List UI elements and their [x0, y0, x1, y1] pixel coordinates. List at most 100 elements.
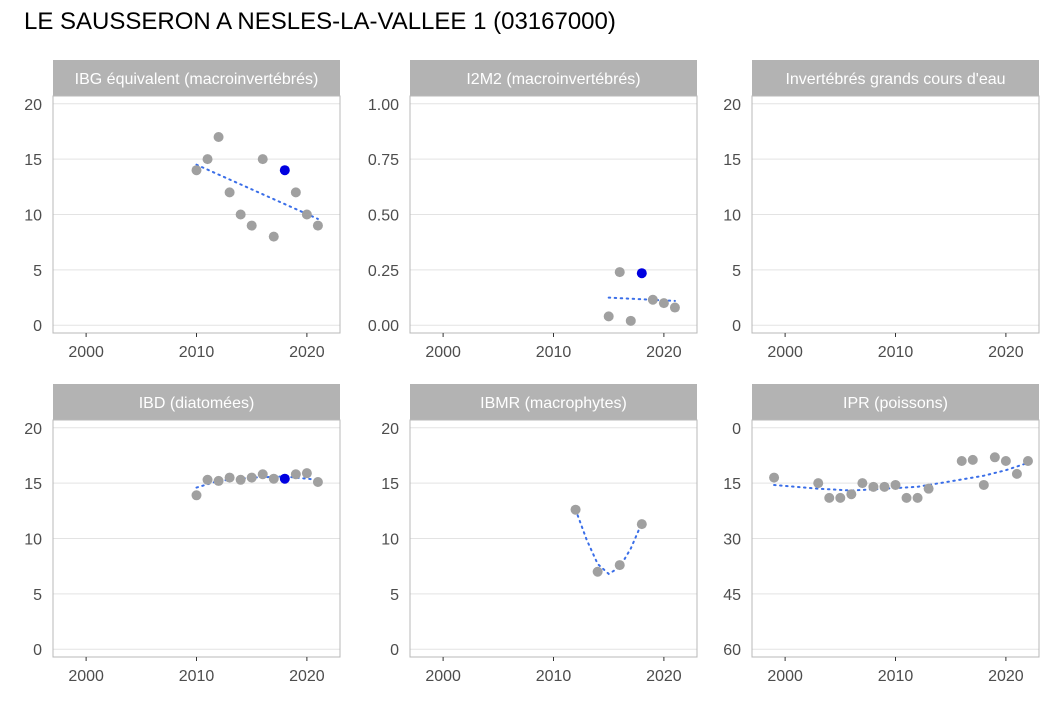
y-tick-label: 15	[24, 152, 42, 169]
data-point	[824, 492, 835, 503]
panel-strip	[53, 60, 340, 96]
x-tick-label: 2020	[646, 344, 682, 361]
x-tick-label: 2010	[878, 344, 914, 361]
x-tick-label: 2000	[425, 344, 461, 361]
data-point	[191, 165, 202, 176]
data-point	[1011, 468, 1022, 479]
data-point	[235, 474, 246, 485]
data-point	[636, 519, 647, 530]
data-point	[224, 472, 235, 483]
y-tick-label: 10	[381, 532, 399, 549]
panel-2: I2M2 (macroinvertébrés) 0.00 0.25 0.50 0.75 1…	[368, 60, 698, 361]
data-point	[769, 472, 780, 483]
highlight-point	[279, 165, 290, 176]
data-point	[191, 490, 202, 501]
data-point	[202, 154, 213, 165]
y-tick-label: 5	[732, 263, 741, 280]
data-point	[989, 452, 1000, 463]
y-tick-label: 20	[723, 97, 741, 114]
x-tick-label: 2020	[988, 668, 1024, 685]
panel-title: IBG équivalent (macroinvertébrés)	[75, 71, 319, 88]
panel-3: Invertébrés grands cours d'eau0510152020…	[723, 60, 1040, 361]
data-point	[813, 478, 824, 489]
data-point	[625, 315, 636, 326]
data-point	[290, 187, 301, 198]
data-point	[835, 492, 846, 503]
x-tick-label: 2010	[536, 344, 572, 361]
y-tick-label: 20	[24, 421, 42, 438]
y-tick-label: 15	[723, 476, 741, 493]
trend-line	[195, 163, 319, 220]
y-tick-label: 5	[33, 587, 42, 604]
y-tick-label: 5	[390, 587, 399, 604]
y-tick-label: 30	[723, 532, 741, 549]
panel-1: IBG équivalent (macroinvertébrés) 0 5 10 15 2…	[24, 60, 341, 361]
data-point	[879, 481, 890, 492]
data-point	[301, 209, 312, 220]
y-tick-label: 0	[390, 642, 399, 659]
data-point	[213, 475, 224, 486]
y-tick-label: 10	[24, 532, 42, 549]
data-point	[967, 454, 978, 465]
y-tick-label: 0.50	[368, 208, 399, 225]
data-point	[301, 468, 312, 479]
data-point	[235, 209, 246, 220]
trend-line	[773, 461, 1029, 492]
data-point	[268, 473, 279, 484]
data-point	[257, 154, 268, 165]
data-point	[570, 504, 581, 515]
y-tick-label: 15	[723, 152, 741, 169]
panel-title: IBD (diatomées)	[139, 395, 255, 412]
x-tick-label: 2020	[988, 344, 1024, 361]
panel-title: I2M2 (macroinvertébrés)	[466, 71, 640, 88]
data-point	[1000, 455, 1011, 466]
x-tick-label: 2000	[767, 344, 803, 361]
y-tick-label: 0.00	[368, 318, 399, 335]
x-tick-label: 2020	[646, 668, 682, 685]
data-point	[224, 187, 235, 198]
y-tick-label: 15	[24, 476, 42, 493]
y-tick-label: 15	[381, 476, 399, 493]
highlight-point	[636, 268, 647, 279]
y-tick-label: 0.75	[368, 152, 399, 169]
y-tick-label: 0	[33, 318, 42, 335]
data-point	[603, 311, 614, 322]
data-point	[614, 560, 625, 571]
y-tick-label: 0.25	[368, 263, 399, 280]
highlight-point	[279, 473, 290, 484]
panel-5: IBMR (macrophytes) 0 5 10 15 20 2000 2010 2020	[381, 384, 698, 685]
y-tick-label: 20	[24, 97, 42, 114]
y-tick-label: 0	[732, 318, 741, 335]
trend-line	[574, 508, 643, 576]
data-point	[246, 220, 257, 231]
x-tick-label: 2010	[179, 344, 215, 361]
y-tick-label: 0	[33, 642, 42, 659]
data-point	[956, 455, 967, 466]
data-point	[290, 469, 301, 480]
data-point	[901, 492, 912, 503]
panel-strip	[752, 60, 1039, 96]
panel-strip	[410, 384, 697, 420]
data-point	[246, 472, 257, 483]
data-point	[312, 477, 323, 488]
x-tick-label: 2010	[878, 668, 914, 685]
data-point	[312, 220, 323, 231]
x-tick-label: 2000	[68, 344, 104, 361]
data-point	[923, 483, 934, 494]
data-point	[846, 489, 857, 500]
y-tick-label: 10	[723, 208, 741, 225]
panel-4: IBD (diatomées) 0 5 10 15 20 2000 2010 2020	[24, 384, 341, 685]
panel-title: Invertébrés grands cours d'eau	[785, 71, 1005, 88]
data-point	[978, 479, 989, 490]
data-point	[1022, 455, 1033, 466]
x-tick-label: 2010	[536, 668, 572, 685]
x-tick-label: 2020	[289, 344, 325, 361]
x-tick-label: 2010	[179, 668, 215, 685]
panel-6: IPR (poissons) 0 15 30 45 60 2000 2010 2020	[723, 384, 1040, 685]
y-tick-label: 0	[732, 421, 741, 438]
y-tick-label: 5	[33, 263, 42, 280]
data-point	[868, 481, 879, 492]
data-point	[857, 478, 868, 489]
panel-strip	[410, 60, 697, 96]
